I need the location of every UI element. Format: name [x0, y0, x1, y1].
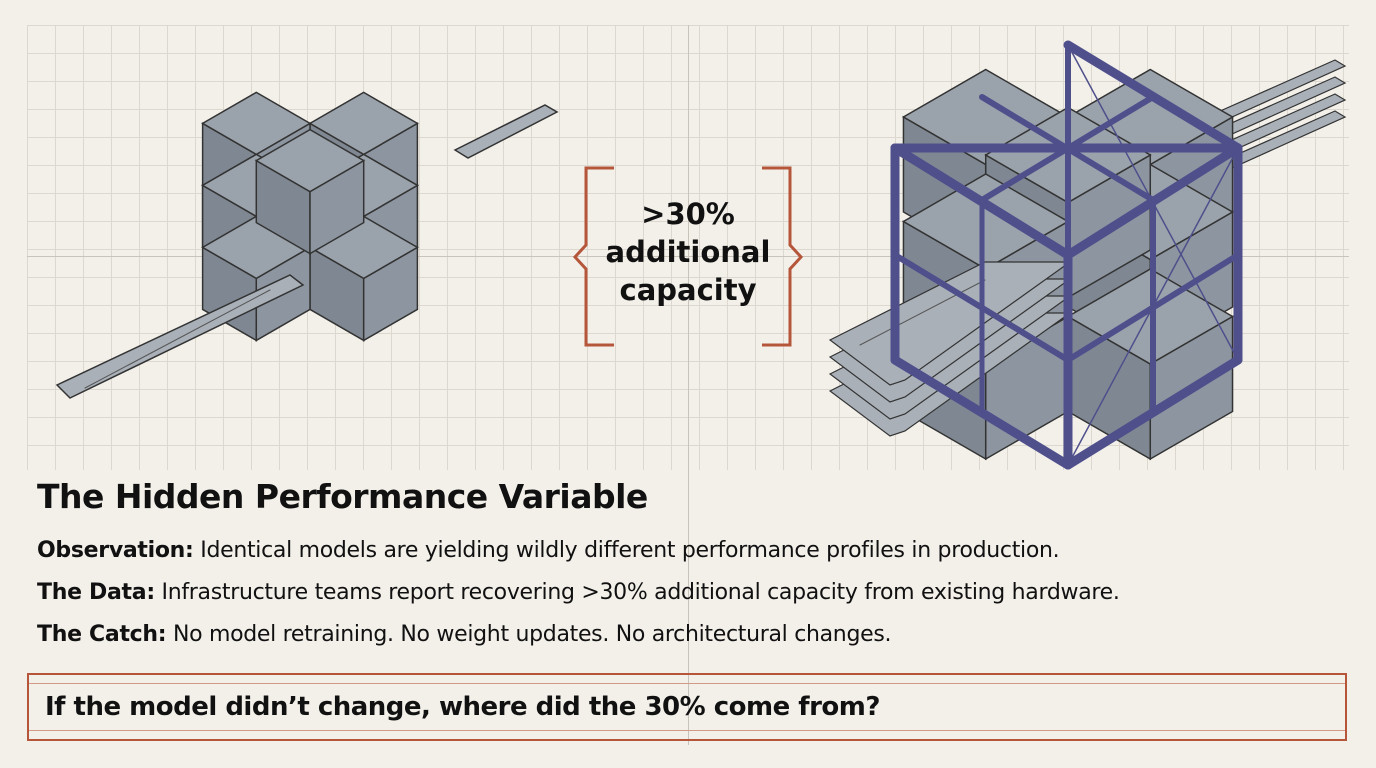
data-line: The Data: Infrastructure teams report re… — [37, 580, 1120, 605]
loose-block-cluster-illustration — [55, 91, 559, 399]
callout-brackets — [572, 166, 804, 347]
question-box: If the model didn’t change, where did th… — [27, 673, 1347, 741]
observation-line: Observation: Identical models are yieldi… — [37, 538, 1060, 563]
question-text: If the model didn’t change, where did th… — [45, 692, 880, 722]
frame-beam — [890, 355, 1073, 470]
block-top — [254, 128, 366, 193]
conveyor-beam-back — [453, 104, 559, 159]
frame-beam — [892, 252, 1071, 363]
data-plate-front — [828, 261, 1072, 386]
point-label: The Data: — [37, 580, 155, 605]
center-divider — [688, 25, 689, 745]
page-title: The Hidden Performance Variable — [37, 477, 648, 516]
point-text: Identical models are yielding wildly dif… — [200, 538, 1060, 563]
horizontal-axis-line — [27, 256, 1349, 257]
tension-cable — [1067, 44, 1239, 361]
framed-block-structure-illustration — [828, 40, 1347, 470]
callout-percent: >30% — [641, 197, 735, 231]
point-text: No model retraining. No weight updates. … — [172, 622, 892, 647]
frame-beam — [979, 94, 1156, 203]
flow-arrow — [859, 279, 986, 346]
catch-line: The Catch: No model retraining. No weigh… — [37, 622, 892, 647]
left-brace — [572, 166, 614, 347]
tension-cable — [1067, 147, 1239, 466]
question-box-inner-rule — [29, 683, 1345, 731]
callout-word: additional — [605, 235, 771, 269]
flow-arrow — [84, 289, 271, 389]
capacity-callout: >30% additional capacity — [600, 195, 776, 309]
right-brace — [762, 166, 804, 347]
point-label: The Catch: — [37, 622, 167, 647]
point-text: Infrastructure teams report recovering >… — [161, 580, 1120, 605]
point-label: Observation: — [37, 538, 194, 563]
conveyor-beam-front — [55, 274, 305, 399]
callout-word: capacity — [619, 273, 757, 307]
